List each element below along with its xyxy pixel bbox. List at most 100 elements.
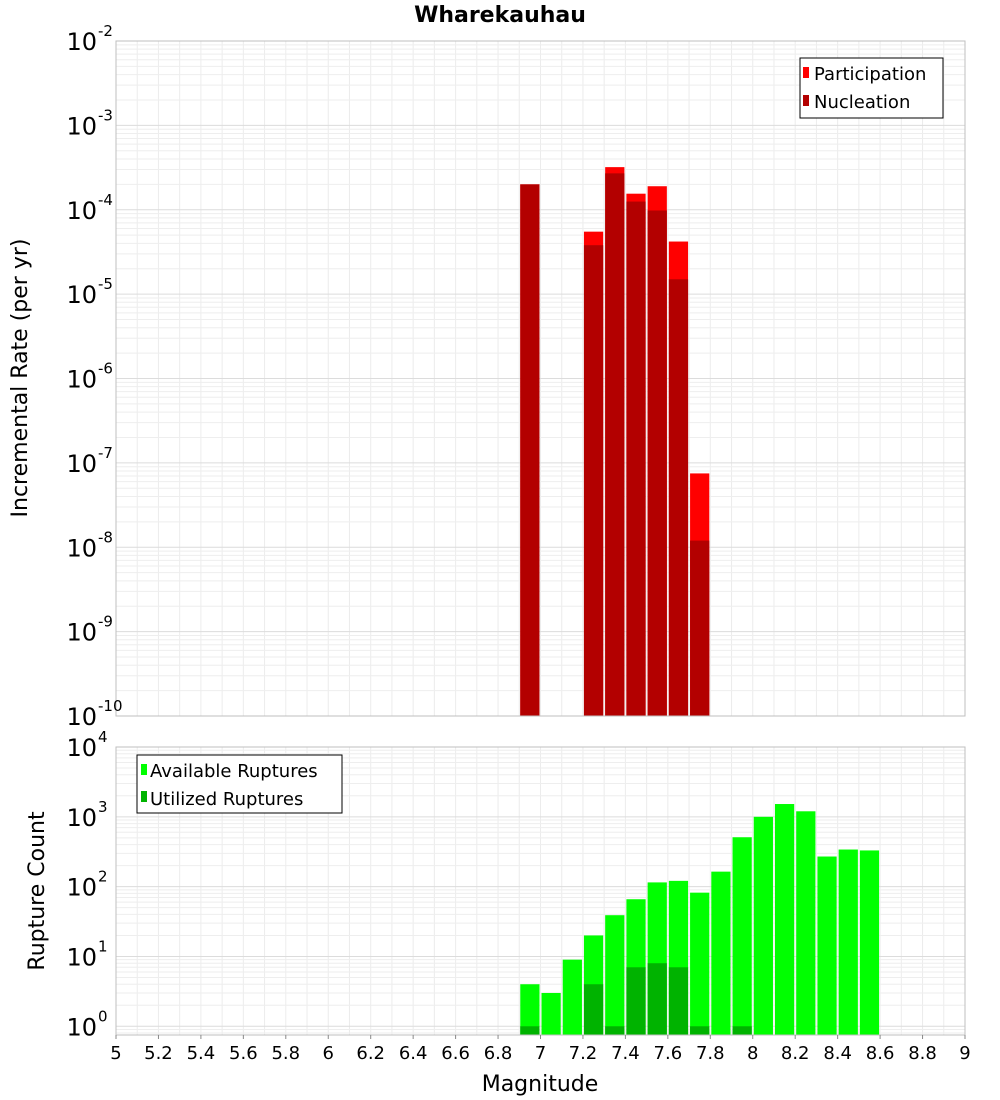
available-ruptures-bar [605, 915, 625, 1035]
x-tick-labels: 5 5.2 5.4 5.6 5.8 6 6.2 6.4 6.6 6.8 7 7.2 7.4 7.6 7.8 8… [110, 1035, 971, 1064]
y-tick-exponent: 0 [98, 1007, 108, 1025]
y-tick-exponent: -8 [98, 528, 113, 546]
legend-utilized: Utilized Ruptures [150, 789, 303, 810]
y-tick-exponent: 3 [98, 798, 108, 816]
x-tick-label: 6.2 [356, 1043, 385, 1064]
bottom-y-axis-label: Rupture Count [25, 811, 50, 971]
available-ruptures-bar [562, 959, 582, 1035]
available-ruptures-bar [859, 850, 880, 1035]
top-legend: Participation Nucleation [799, 57, 944, 119]
utilized-ruptures-bar [626, 967, 646, 1035]
nucleation-swatch [803, 95, 809, 106]
y-tick-exponent: -5 [98, 275, 113, 293]
x-tick-label: 8.2 [781, 1043, 810, 1064]
y-tick-exponent: -9 [98, 613, 113, 631]
x-tick-label: 7.2 [569, 1043, 598, 1064]
x-tick-label: 5.6 [229, 1043, 258, 1064]
top-y-axis-label: Incremental Rate (per yr) [8, 239, 33, 518]
x-tick-label: 5.4 [187, 1043, 216, 1064]
participation-swatch [803, 67, 809, 78]
x-tick-label: 8.8 [908, 1043, 937, 1064]
available-ruptures-bar [732, 837, 752, 1035]
y-tick-exponent: -3 [98, 106, 113, 124]
y-tick-label: 10 [66, 450, 97, 478]
y-tick-exponent: 2 [98, 868, 108, 886]
available-ruptures-bar [520, 984, 540, 1035]
bottom-bars [520, 804, 880, 1035]
y-tick-label: 10 [66, 734, 97, 762]
y-tick-label: 10 [66, 112, 97, 140]
y-tick-label: 10 [66, 28, 97, 56]
y-tick-label: 10 [66, 366, 97, 394]
utilized-ruptures-bar [520, 1026, 540, 1035]
y-tick-label: 10 [66, 1013, 97, 1041]
x-tick-label: 5.2 [144, 1043, 173, 1064]
utilized-ruptures-bar [647, 963, 667, 1035]
available-ruptures-bar [541, 992, 561, 1035]
x-tick-label: 8 [747, 1043, 758, 1064]
x-tick-label: 7.8 [696, 1043, 725, 1064]
x-tick-label: 6.6 [441, 1043, 470, 1064]
x-tick-label: 7 [535, 1043, 546, 1064]
available-ruptures-bar [838, 849, 858, 1035]
available-ruptures-bar [796, 811, 816, 1035]
available-ruptures-bar [774, 804, 795, 1035]
y-tick-label: 10 [66, 281, 97, 309]
y-tick-exponent: -7 [98, 444, 113, 462]
y-tick-label: 10 [66, 534, 97, 562]
y-tick-exponent: -6 [98, 360, 113, 378]
top-gridlines [115, 40, 966, 717]
y-tick-exponent: 4 [98, 728, 108, 746]
y-tick-label: 10 [66, 703, 97, 731]
nucleation-bar [690, 540, 710, 716]
y-tick-exponent: 1 [98, 937, 108, 955]
nucleation-bar [647, 210, 667, 716]
y-tick-label: 10 [66, 874, 97, 902]
x-tick-label: 7.4 [611, 1043, 640, 1064]
y-tick-exponent: -2 [98, 22, 113, 40]
available-ruptures-bar [817, 856, 837, 1035]
top-legend-box [799, 57, 944, 119]
nucleation-bar [605, 173, 625, 716]
x-tick-label: 7.6 [654, 1043, 683, 1064]
x-tick-label: 9 [959, 1043, 970, 1064]
utilized-swatch [141, 791, 147, 802]
utilized-ruptures-bar [583, 984, 604, 1035]
x-tick-label: 8.4 [823, 1043, 852, 1064]
available-swatch [141, 764, 147, 775]
available-ruptures-bar [711, 871, 731, 1035]
legend-nucleation: Nucleation [814, 92, 910, 113]
legend-participation: Participation [814, 64, 926, 85]
x-axis-label: Magnitude [482, 1072, 599, 1097]
nucleation-bar [626, 201, 646, 716]
chart-title: Wharekauhau [414, 3, 586, 28]
utilized-ruptures-bar [605, 1026, 625, 1035]
y-tick-label: 10 [66, 943, 97, 971]
top-plot-border [115, 40, 966, 717]
bottom-legend: Available Ruptures Utilized Ruptures [136, 754, 343, 814]
x-tick-label: 6.8 [484, 1043, 513, 1064]
x-tick-label: 5 [110, 1043, 121, 1064]
available-ruptures-bar [753, 816, 773, 1035]
x-tick-label: 5.8 [271, 1043, 300, 1064]
legend-available: Available Ruptures [150, 761, 318, 782]
nucleation-bar [583, 245, 604, 717]
x-tick-label: 8.6 [866, 1043, 895, 1064]
y-tick-label: 10 [66, 619, 97, 647]
y-tick-label: 10 [66, 804, 97, 832]
utilized-ruptures-bar [690, 1026, 710, 1035]
utilized-ruptures-bar [668, 967, 689, 1035]
y-tick-label: 10 [66, 197, 97, 225]
nucleation-bar [520, 184, 540, 717]
available-ruptures-bar [690, 892, 710, 1035]
x-tick-label: 6 [323, 1043, 334, 1064]
y-tick-exponent: -10 [98, 697, 123, 715]
nucleation-bar [668, 279, 689, 716]
x-tick-label: 6.4 [399, 1043, 428, 1064]
top-bars [520, 167, 710, 717]
